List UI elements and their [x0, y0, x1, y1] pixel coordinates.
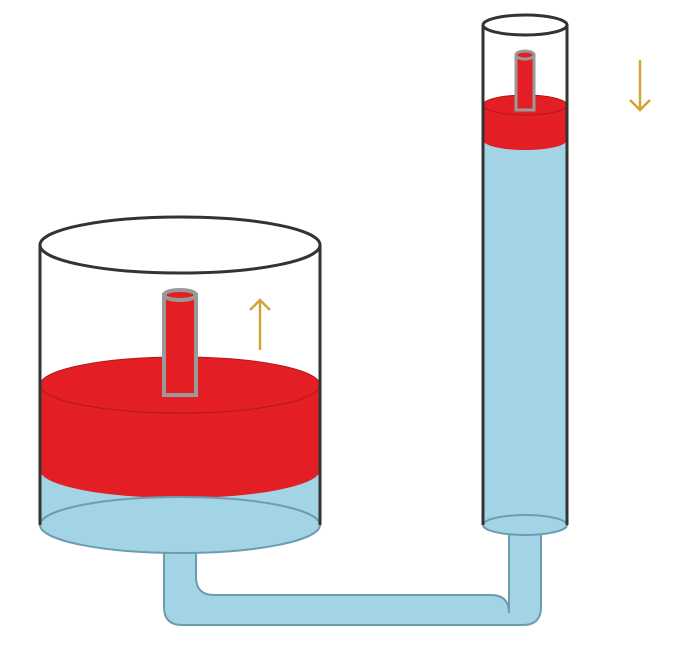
large-cylinder-bottom [40, 497, 320, 553]
small-piston-handle [516, 55, 534, 110]
small-cylinder-rim [483, 15, 567, 35]
small-cylinder-fluid [483, 140, 567, 525]
small-cylinder-bottom [483, 515, 567, 535]
large-piston-handle [164, 295, 196, 395]
large-piston-bottom [40, 442, 320, 498]
hydraulic-press-diagram [0, 0, 700, 661]
large-piston-handle-top [164, 290, 196, 300]
small-piston-bottom [483, 130, 567, 150]
large-cylinder-rim [40, 217, 320, 273]
small-piston-handle-top [516, 51, 534, 59]
